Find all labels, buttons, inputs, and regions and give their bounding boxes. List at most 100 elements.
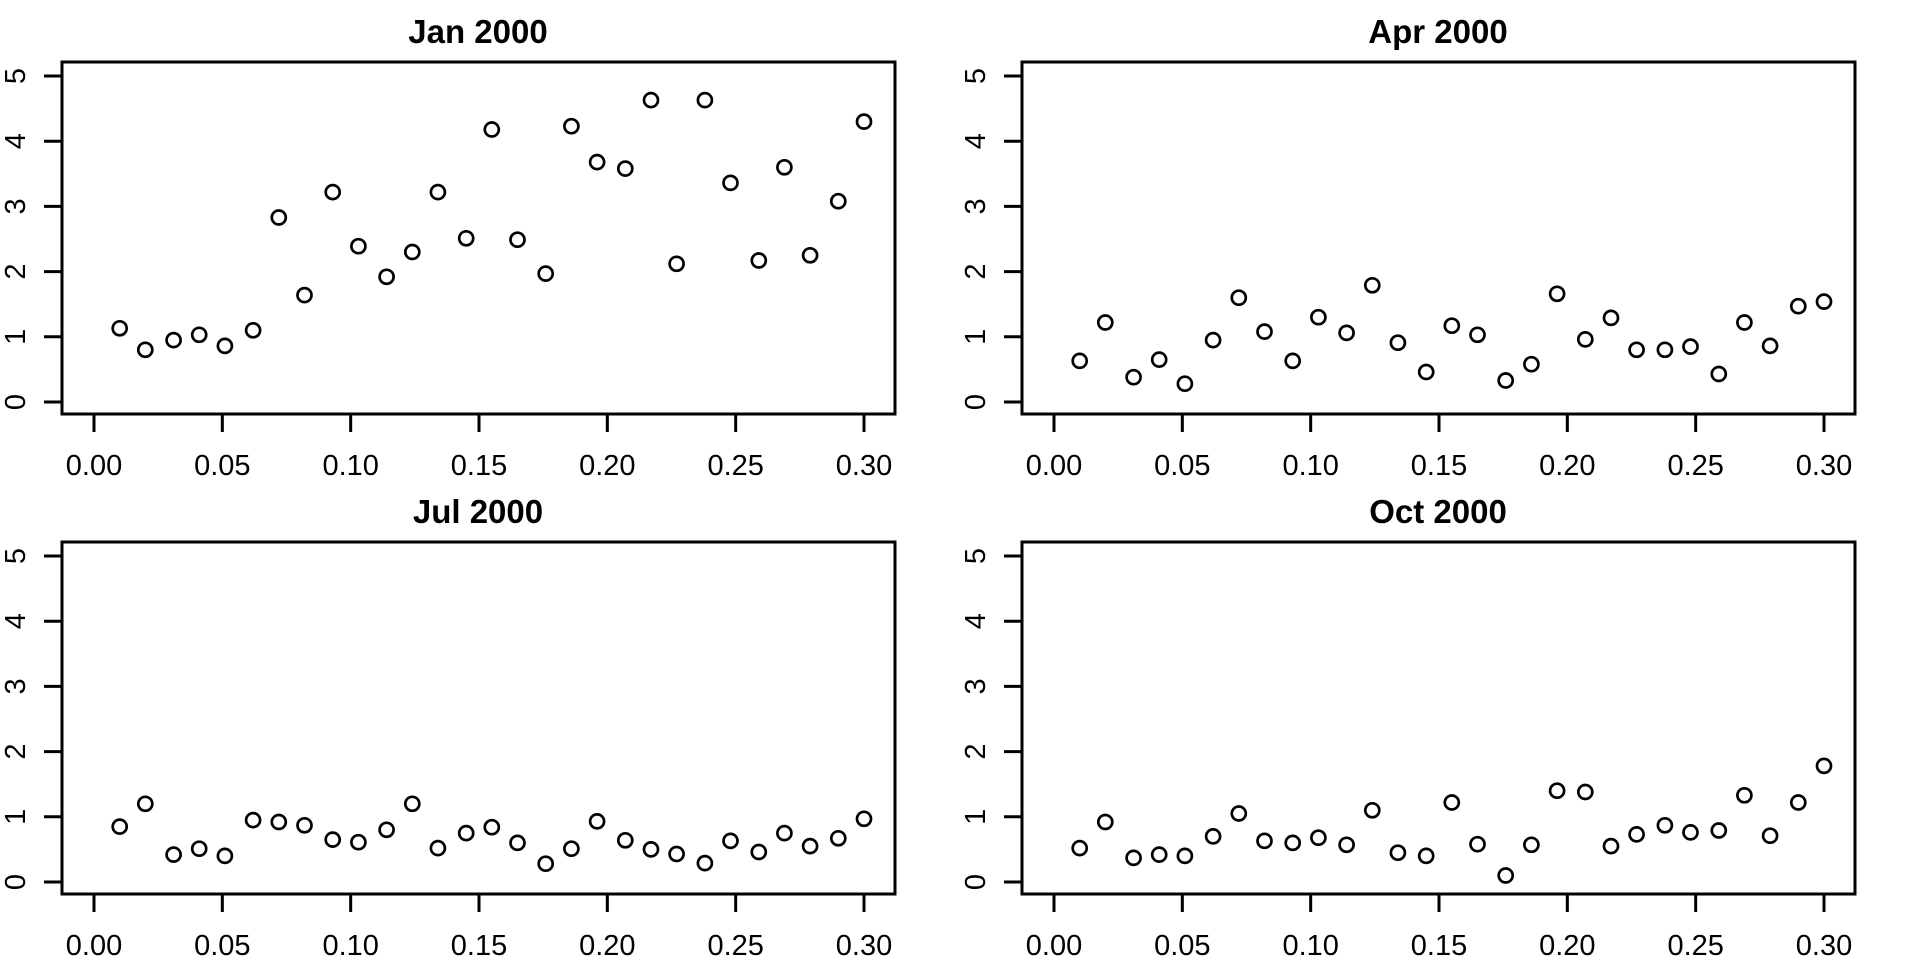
data-point bbox=[1417, 847, 1435, 865]
data-point bbox=[616, 831, 634, 849]
data-point bbox=[776, 824, 793, 842]
x-tick-label: 0.20 bbox=[1539, 450, 1595, 480]
data-point bbox=[111, 319, 129, 337]
y-axis: 0 1 2 3 4 5 bbox=[0, 68, 62, 410]
x-tick-label: 0.10 bbox=[1282, 450, 1338, 480]
data-point bbox=[1204, 828, 1222, 845]
scatter-chart-jan-2000: Jan 2000 0.00 0.05 0.10 0.15 0.20 0.25 0.30 0 1… bbox=[0, 13, 897, 480]
data-point bbox=[1443, 317, 1461, 335]
data-point bbox=[1576, 331, 1594, 348]
data-point bbox=[1096, 314, 1114, 331]
y-tick-label: 0 bbox=[0, 874, 32, 890]
data-point bbox=[1710, 822, 1728, 839]
data-point bbox=[1338, 836, 1355, 854]
plot-box bbox=[60, 540, 897, 896]
data-point bbox=[324, 831, 342, 848]
data-point bbox=[1548, 782, 1566, 800]
data-point bbox=[642, 91, 660, 109]
y-tick-label: 2 bbox=[960, 744, 992, 760]
y-tick-label: 0 bbox=[960, 874, 992, 890]
data-point bbox=[801, 246, 819, 264]
data-point bbox=[1576, 783, 1594, 801]
data-point bbox=[296, 286, 313, 304]
x-tick-label: 0.25 bbox=[707, 450, 763, 480]
x-tick-label: 0.00 bbox=[66, 930, 122, 960]
data-point bbox=[1071, 352, 1089, 370]
x-tick-label: 0.00 bbox=[1026, 450, 1082, 480]
data-point bbox=[136, 795, 154, 813]
y-tick-label: 3 bbox=[0, 198, 32, 214]
data-point bbox=[1125, 849, 1142, 867]
data-point bbox=[1682, 824, 1699, 841]
data-point bbox=[216, 337, 234, 355]
x-tick-label: 0.05 bbox=[194, 450, 250, 480]
data-point bbox=[1096, 813, 1114, 831]
data-point bbox=[1736, 786, 1753, 804]
data-point bbox=[190, 326, 208, 344]
x-tick-label: 0.05 bbox=[1154, 450, 1210, 480]
data-point bbox=[403, 243, 421, 261]
data-point bbox=[1682, 338, 1699, 355]
data-point bbox=[1363, 276, 1381, 294]
x-tick-label: 0.05 bbox=[194, 930, 250, 960]
data-point bbox=[1284, 352, 1302, 370]
scatter-chart-oct-2000: Oct 2000 0.00 0.05 0.10 0.15 0.20 0.25 0.30 0 1… bbox=[960, 493, 1857, 960]
data-point bbox=[1602, 837, 1620, 855]
data-point bbox=[1071, 839, 1089, 857]
data-point bbox=[244, 321, 262, 339]
y-tick-label: 4 bbox=[0, 613, 32, 629]
y-axis: 0 1 2 3 4 5 bbox=[0, 548, 62, 890]
data-point bbox=[1602, 309, 1620, 327]
data-point bbox=[1628, 341, 1645, 359]
x-tick-label: 0.10 bbox=[322, 930, 378, 960]
data-point bbox=[642, 841, 660, 858]
panel-title: Jul 2000 bbox=[413, 493, 543, 530]
data-points bbox=[1071, 276, 1833, 393]
data-point bbox=[429, 839, 447, 857]
data-point bbox=[1469, 835, 1486, 853]
data-point bbox=[563, 840, 580, 858]
x-tick-label: 0.30 bbox=[836, 930, 892, 960]
panel-title: Oct 2000 bbox=[1369, 493, 1507, 530]
data-point bbox=[537, 855, 555, 873]
data-point bbox=[165, 846, 182, 863]
x-tick-label: 0.00 bbox=[66, 450, 122, 480]
y-tick-label: 1 bbox=[960, 809, 992, 825]
data-point bbox=[829, 829, 847, 847]
y-tick-label: 5 bbox=[960, 68, 992, 84]
data-point bbox=[270, 209, 288, 226]
y-tick-label: 5 bbox=[0, 68, 32, 84]
y-tick-label: 5 bbox=[0, 548, 32, 564]
x-tick-label: 0.15 bbox=[451, 450, 507, 480]
x-tick-label: 0.25 bbox=[1667, 450, 1723, 480]
data-point bbox=[1815, 293, 1833, 310]
x-tick-label: 0.20 bbox=[1539, 930, 1595, 960]
data-point bbox=[1338, 324, 1355, 342]
x-tick-label: 0.25 bbox=[1667, 930, 1723, 960]
data-point bbox=[668, 845, 685, 863]
data-point bbox=[1389, 334, 1407, 352]
data-point bbox=[1497, 372, 1515, 389]
x-tick-label: 0.15 bbox=[1411, 930, 1467, 960]
data-point bbox=[1789, 794, 1807, 811]
y-tick-label: 3 bbox=[960, 678, 992, 694]
data-point bbox=[1176, 375, 1194, 393]
data-point bbox=[1125, 368, 1142, 386]
data-point bbox=[855, 113, 873, 130]
data-point bbox=[244, 811, 262, 829]
x-tick-label: 0.00 bbox=[1026, 930, 1082, 960]
data-point bbox=[1656, 816, 1674, 834]
data-point bbox=[403, 795, 421, 813]
x-tick-label: 0.30 bbox=[836, 450, 892, 480]
plot-box bbox=[60, 60, 897, 416]
y-tick-label: 3 bbox=[960, 198, 992, 214]
data-point bbox=[457, 824, 475, 842]
data-point bbox=[801, 837, 819, 855]
x-tick-label: 0.10 bbox=[1282, 930, 1338, 960]
panel-jul-2000: Jul 2000 0.00 0.05 0.10 0.15 0.20 0.25 0.30 0 1… bbox=[0, 480, 960, 960]
data-point bbox=[776, 158, 793, 176]
data-point bbox=[855, 810, 873, 828]
x-axis: 0.00 0.05 0.10 0.15 0.20 0.25 0.30 bbox=[66, 894, 892, 960]
data-point bbox=[509, 231, 526, 249]
panel-oct-2000: Oct 2000 0.00 0.05 0.10 0.15 0.20 0.25 0.30 0 1… bbox=[960, 480, 1920, 960]
